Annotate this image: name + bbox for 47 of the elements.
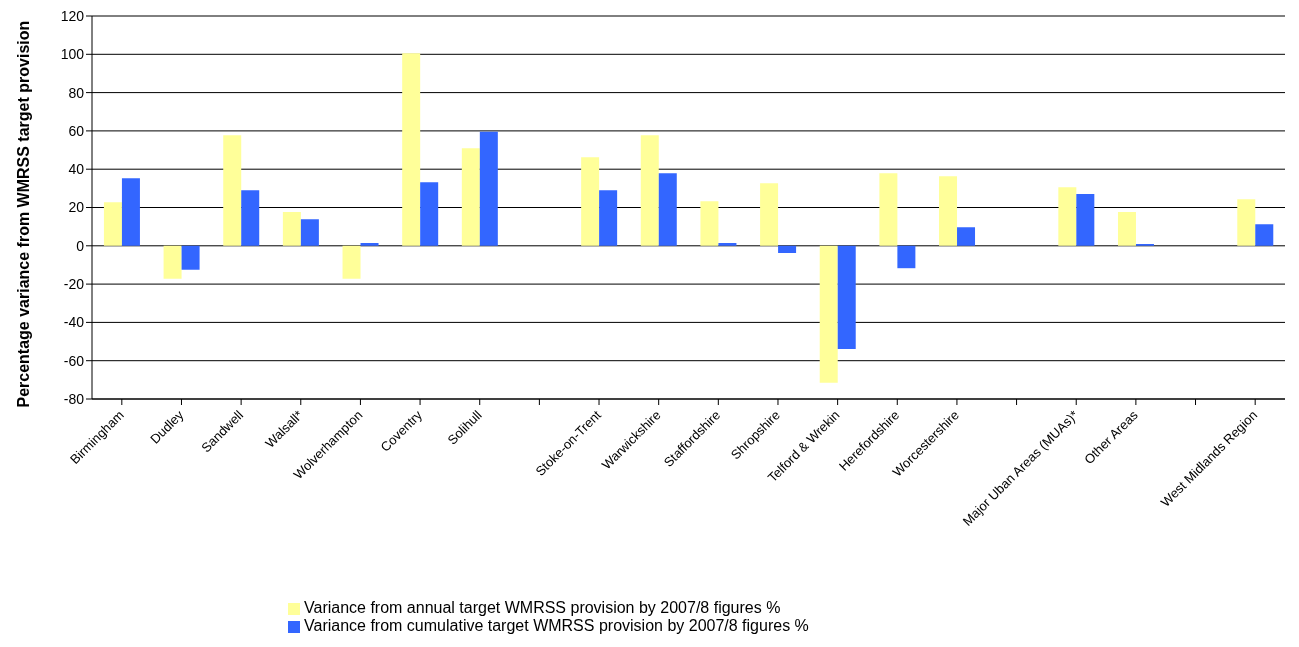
bar	[957, 227, 976, 246]
legend-label: Variance from annual target WMRSS provision by 2007/8 figures %	[304, 599, 781, 616]
bar	[1058, 187, 1077, 246]
bar	[581, 157, 600, 246]
bar	[121, 178, 140, 246]
bar	[778, 245, 797, 254]
bar	[223, 135, 242, 246]
bar	[640, 135, 659, 246]
bar	[420, 182, 439, 246]
y-tick-label: 100	[60, 46, 85, 63]
y-tick-label: -40	[63, 314, 85, 331]
bar	[658, 173, 677, 246]
bar	[1117, 212, 1136, 246]
y-tick-label: 80	[68, 84, 85, 101]
bar	[402, 53, 421, 246]
bar	[103, 202, 122, 246]
bar	[837, 245, 856, 350]
bar	[599, 190, 618, 246]
y-tick-label: 0	[76, 237, 85, 254]
bar	[1237, 199, 1256, 246]
bar	[700, 201, 719, 246]
y-tick-label: 120	[60, 7, 85, 24]
y-tick-label: -80	[63, 390, 85, 407]
bar	[1255, 224, 1274, 246]
bar	[241, 190, 260, 246]
bar	[819, 245, 838, 383]
y-tick-label: -60	[63, 352, 85, 369]
bar	[718, 243, 737, 246]
bar	[897, 245, 916, 269]
bar	[479, 131, 498, 246]
y-tick-label: -20	[63, 276, 85, 293]
y-tick-label: 40	[68, 161, 85, 178]
bar	[282, 212, 301, 246]
bar	[181, 245, 200, 270]
legend-label: Variance from cumulative target WMRSS provision by 2007/8 figures %	[304, 617, 809, 634]
bar	[163, 245, 182, 279]
y-tick-label: 20	[68, 199, 85, 216]
bar	[879, 173, 898, 246]
bar	[342, 245, 361, 279]
bar	[461, 148, 480, 246]
bar	[300, 219, 319, 246]
bar	[1076, 194, 1095, 246]
bar	[760, 183, 779, 246]
bar	[939, 176, 958, 246]
bar	[360, 243, 379, 246]
y-tick-label: 60	[68, 122, 85, 139]
y-axis-title: Percentage variance from WMRSS target provision	[14, 20, 32, 408]
